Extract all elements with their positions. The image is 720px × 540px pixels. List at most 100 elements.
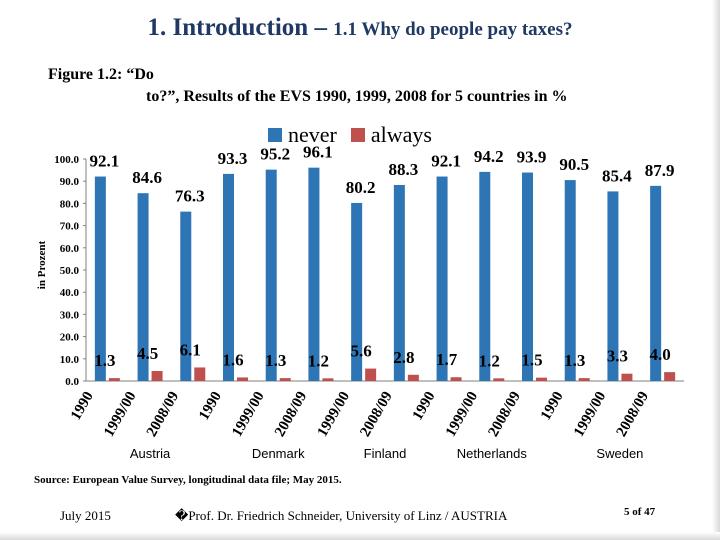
y-tick-label: 100.0 (54, 154, 79, 166)
country-label: Netherlands (457, 446, 528, 461)
legend-item-always: always (350, 122, 432, 148)
x-tick-label: 2008/09 (144, 389, 182, 440)
y-tick-label: 30.0 (60, 309, 80, 321)
bar-never (265, 169, 277, 381)
data-label-always: 1.2 (308, 351, 329, 370)
bar-always (578, 378, 590, 381)
x-tick-label: 1999/00 (315, 389, 353, 440)
slide-title: 1. Introduction – 1.1 Why do people pay … (0, 14, 720, 42)
data-label-never: 90.5 (559, 155, 589, 174)
bar-never (479, 171, 491, 381)
figure-title: Figure 1.2: “Do to?”, Results of the EVS… (48, 64, 688, 108)
bar-always (407, 374, 419, 381)
y-tick-label: 0.0 (65, 376, 79, 388)
bar-never (522, 172, 533, 381)
legend-swatch-never (268, 128, 282, 142)
country-label: Austria (130, 446, 171, 461)
x-tick-label: 2008/09 (614, 389, 652, 440)
data-label-always: 1.2 (479, 351, 500, 370)
bar-always (151, 371, 163, 381)
data-label-never: 92.1 (89, 152, 119, 171)
y-tick-label: 40.0 (60, 287, 80, 299)
legend-label-always: always (370, 122, 432, 147)
x-tick-label: 1990 (196, 389, 225, 423)
x-tick-label: 2008/09 (272, 389, 310, 440)
bar-never (223, 173, 234, 381)
bar-always (365, 368, 377, 381)
bar-never (650, 185, 662, 381)
bar-never (564, 180, 576, 381)
legend-label-never: never (288, 122, 337, 147)
chart-legend: never always (268, 122, 446, 148)
slide-title-main: 1. Introduction (147, 14, 309, 41)
y-tick-label: 70.0 (60, 221, 80, 233)
source-note: Source: European Value Survey, longitudi… (34, 474, 342, 486)
x-tick-label: 2008/09 (486, 389, 524, 440)
footer-author: �Prof. Dr. Friedrich Schneider, Universi… (175, 508, 508, 523)
footer-page-number: 5 of 47 (624, 506, 656, 518)
bar-never (607, 191, 619, 381)
data-label-never: 87.9 (645, 161, 675, 180)
bar-never (393, 184, 405, 381)
data-label-never: 92.1 (431, 152, 461, 171)
country-label: Finland (364, 446, 407, 461)
y-axis-title: in Prozent (36, 240, 48, 289)
x-tick-label: 1999/00 (443, 389, 481, 440)
x-tick-label: 1990 (68, 389, 97, 423)
bar-always (621, 373, 633, 381)
slide-title-sub: 1.1 Why do people pay taxes? (333, 19, 573, 40)
y-tick-label: 80.0 (60, 198, 80, 210)
legend-item-never: never (268, 122, 337, 148)
x-tick-label: 1999/00 (571, 389, 609, 440)
data-label-never: 96.1 (303, 143, 333, 162)
data-label-always: 2.8 (393, 348, 414, 367)
bar-never (94, 176, 106, 381)
data-label-never: 93.3 (218, 149, 248, 168)
bar-always (108, 378, 120, 381)
bar-never (308, 167, 320, 381)
x-tick-label: 1990 (538, 389, 567, 423)
bar-always (194, 367, 206, 381)
data-label-never: 88.3 (388, 160, 418, 179)
bar-always (279, 378, 291, 381)
data-label-always: 6.1 (180, 340, 201, 359)
data-label-always: 1.6 (222, 350, 243, 369)
y-tick-label: 90.0 (60, 176, 80, 188)
bar-never (351, 202, 363, 381)
data-label-always: 1.3 (265, 351, 286, 370)
y-tick-label: 10.0 (60, 354, 80, 366)
bar-always (493, 378, 505, 381)
figure-title-line1: Figure 1.2: “Do (48, 66, 154, 83)
slide-frame-shadow-bottom (0, 532, 720, 540)
bar-always (450, 377, 462, 381)
data-label-always: 1.5 (521, 351, 542, 370)
bar-always (237, 377, 248, 381)
bar-always (664, 372, 676, 381)
data-label-always: 5.6 (351, 342, 372, 361)
x-tick-label: 2008/09 (357, 389, 395, 440)
x-tick-label: 1999/00 (229, 389, 267, 440)
data-label-never: 84.6 (132, 168, 162, 187)
data-label-always: 1.7 (436, 350, 458, 369)
data-label-always: 3.3 (607, 347, 628, 366)
slide-title-dash: – (308, 14, 334, 41)
data-label-never: 85.4 (602, 166, 632, 185)
data-label-always: 4.0 (650, 345, 671, 364)
y-tick-label: 50.0 (60, 265, 80, 277)
figure-title-line2: to?”, Results of the EVS 1990, 1999, 200… (146, 88, 568, 105)
data-label-never: 93.9 (517, 148, 547, 167)
x-tick-label: 1990 (410, 389, 439, 423)
data-label-never: 94.2 (474, 147, 504, 166)
footer-date: July 2015 (60, 508, 111, 523)
bar-always (322, 378, 334, 381)
bar-never (436, 176, 448, 381)
bar-never (180, 211, 192, 381)
bar-always (536, 377, 547, 381)
data-label-always: 1.3 (94, 351, 115, 370)
legend-swatch-always (350, 128, 365, 142)
slide-frame-shadow-right (712, 0, 720, 540)
x-tick-label: 1999/00 (101, 389, 139, 440)
bar-never (137, 193, 149, 381)
data-label-never: 95.2 (260, 145, 290, 164)
